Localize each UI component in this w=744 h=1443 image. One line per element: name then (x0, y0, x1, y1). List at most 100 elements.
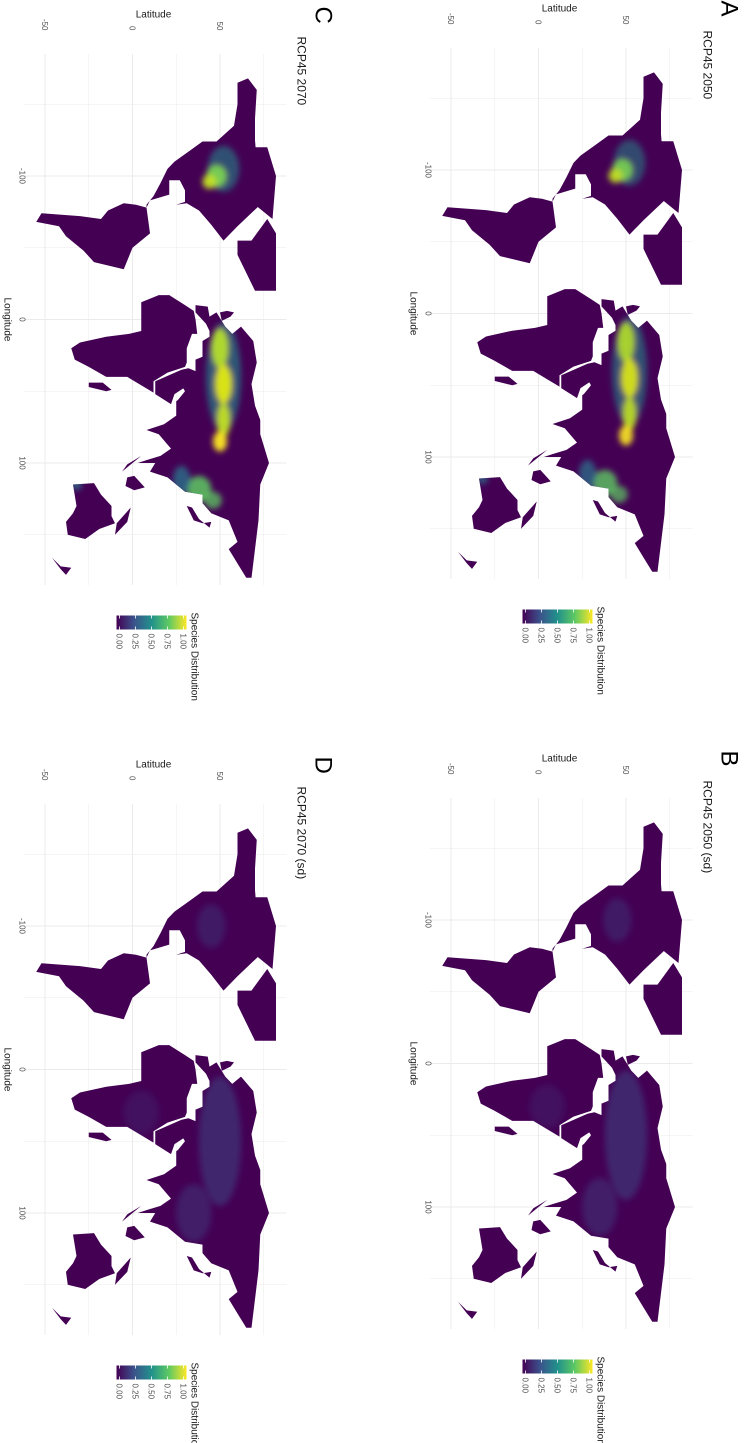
latitude-tick-label: -50 (40, 18, 49, 30)
latitude-tick-label: -50 (446, 762, 455, 774)
distribution-hotspot (214, 363, 232, 404)
longitude-tick-label: 100 (423, 450, 432, 464)
colorbar-legend: Species Distribution 0.00 0.25 0.50 0.75 1.00 (114, 612, 199, 700)
land-south-america (441, 196, 556, 263)
longitude-axis-title: Longitude (407, 291, 418, 335)
map-svg: -50 0 50 -100 0 100 Longitude Latitude Species D… (407, 3, 692, 694)
distribution-hotspot (476, 472, 488, 484)
land-britain (625, 1054, 640, 1065)
land-madagascar (88, 382, 111, 391)
latitude-tick-label: 0 (533, 770, 542, 775)
land-new-guinea (520, 500, 537, 529)
land-australia (65, 1232, 115, 1289)
land-australia (471, 476, 521, 533)
land-masses (441, 821, 682, 1322)
land-new-zealand (457, 1301, 477, 1319)
land-borneo (531, 469, 551, 484)
land-arctic-islands (254, 896, 276, 969)
distribution-hotspot (581, 1177, 617, 1236)
legend-tick-label: 0.75 (162, 633, 171, 649)
latitude-axis-title: Latitude (541, 753, 577, 764)
legend-title: Species Distribution (188, 1362, 199, 1443)
latitude-tick-label: -50 (40, 768, 49, 780)
land-north-america (146, 77, 260, 241)
distribution-hotspot (622, 396, 636, 431)
distribution-hotspot (529, 1084, 565, 1128)
legend-tick-label: 0.25 (536, 1377, 545, 1393)
longitude-tick-label: -100 (423, 911, 432, 928)
legend-tick-label: 0.00 (114, 633, 123, 649)
longitude-tick-label: 0 (17, 1067, 26, 1072)
distribution-hotspot (609, 485, 628, 503)
distribution-hotspot (216, 402, 230, 437)
legend-tick-label: 0.75 (568, 1377, 577, 1393)
legend-tick-label: 0.00 (520, 627, 529, 643)
legend-title: Species Distribution (594, 606, 605, 694)
distribution-hotspot (175, 1183, 211, 1242)
colorbar (522, 1359, 592, 1373)
land-britain (219, 310, 234, 321)
latitude-tick-label: 50 (215, 21, 224, 30)
land-arctic-islands (254, 146, 276, 219)
land-madagascar (88, 1132, 111, 1141)
legend-tick-label: 0.25 (130, 1383, 139, 1399)
land-greenland (643, 962, 682, 1035)
longitude-tick-label: 100 (17, 1206, 26, 1220)
map-panel-c: C RCP45 2070 -50 0 50 -100 0 100 Longitude Latitu… (0, 6, 338, 700)
land-new-guinea (520, 1250, 537, 1279)
colorbar-legend: Species Distribution 0.00 0.25 0.50 0.75 1.00 (520, 606, 605, 694)
distribution-hotspot (123, 1090, 159, 1134)
latitude-tick-label: 0 (127, 26, 136, 31)
land-madagascar (494, 1126, 517, 1135)
land-south-america (441, 946, 556, 1013)
legend-tick-label: 0.50 (552, 1377, 561, 1393)
longitude-axis-title: Longitude (1, 297, 12, 341)
land-new-zealand (51, 1307, 71, 1325)
map-panel-d: D RCP45 2070 (sd) -50 0 50 -100 0 100 Longitude L… (0, 756, 338, 1443)
distribution-hotspot (620, 357, 638, 398)
latitude-tick-label: 50 (621, 765, 630, 774)
longitude-axis-title: Longitude (407, 1041, 418, 1085)
map-svg: -50 0 50 -100 0 100 Longitude Latitude Species D… (407, 753, 692, 1443)
legend-tick-label: 0.50 (146, 1383, 155, 1399)
legend-tick-label: 0.75 (162, 1383, 171, 1399)
land-sumatra (527, 1199, 547, 1216)
colorbar (116, 1365, 186, 1379)
legend-tick-label: 0.25 (130, 633, 139, 649)
latitude-axis-title: Latitude (135, 9, 171, 20)
latitude-tick-label: 50 (215, 771, 224, 780)
latitude-tick-label: 50 (621, 15, 630, 24)
land-new-zealand (457, 551, 477, 569)
legend-tick-label: 0.50 (146, 633, 155, 649)
distribution-hotspot (618, 424, 633, 446)
distribution-highlights (70, 145, 241, 509)
distribution-highlights (123, 903, 241, 1242)
land-africa (70, 294, 197, 393)
longitude-axis-title: Longitude (1, 1047, 12, 1091)
colorbar (116, 615, 186, 629)
map-svg: -50 0 50 -100 0 100 Longitude Latitude Species D… (1, 759, 286, 1443)
longitude-tick-label: -100 (423, 161, 432, 178)
longitude-tick-label: -100 (17, 167, 26, 184)
distribution-hotspot (198, 1076, 241, 1206)
land-new-guinea (114, 506, 131, 535)
land-japan (186, 505, 211, 528)
land-japan (186, 1255, 211, 1278)
distribution-hotspot (608, 168, 622, 183)
land-south-america (35, 952, 150, 1019)
land-south-america (35, 202, 150, 269)
latitude-tick-label: 0 (533, 20, 542, 25)
distribution-hotspot (602, 897, 631, 942)
land-greenland (237, 218, 276, 291)
longitude-tick-label: -100 (17, 917, 26, 934)
land-arctic-islands (660, 890, 682, 963)
legend-tick-label: 1.00 (178, 1383, 187, 1399)
colorbar-legend: Species Distribution 0.00 0.25 0.50 0.75 1.00 (520, 1356, 605, 1443)
land-new-guinea (114, 1256, 131, 1285)
distribution-hotspot (616, 321, 635, 362)
legend-tick-label: 1.00 (584, 627, 593, 643)
land-madagascar (494, 376, 517, 385)
latitude-axis-title: Latitude (541, 3, 577, 14)
distribution-hotspot (196, 903, 225, 948)
latitude-tick-label: -50 (446, 12, 455, 24)
